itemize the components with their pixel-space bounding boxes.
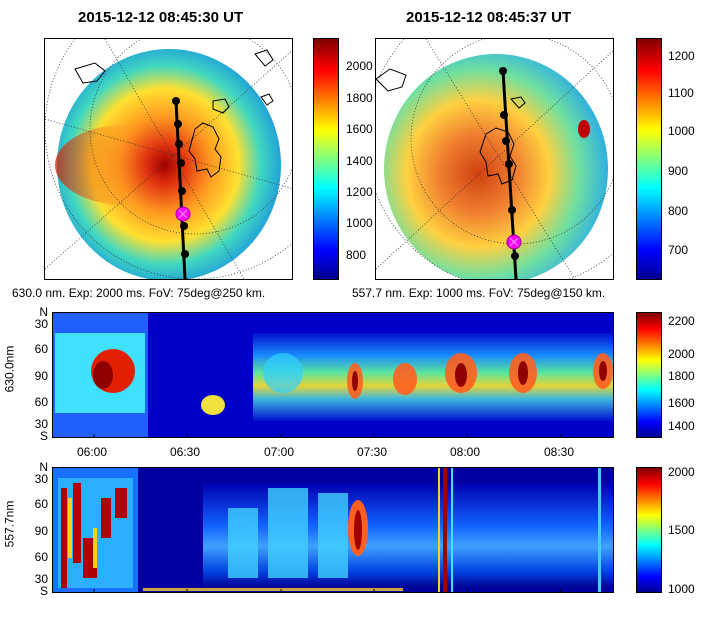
ytick: S [39, 429, 48, 443]
colorbar-tick: 800 [668, 204, 689, 218]
colorbar-557-image-ticks: 1200 1100 1000 900 800 700 [668, 38, 708, 280]
keogram-630 [52, 312, 614, 438]
colorbar-tick: 700 [668, 243, 689, 257]
ytick: 60 [34, 342, 48, 356]
colorbar-tick: 1800 [668, 369, 695, 383]
time-tick: 08:30 [544, 445, 575, 459]
colorbar-630-image-ticks: 2000 1800 1600 1400 1200 1000 800 [346, 38, 386, 280]
ytick: 60 [34, 550, 48, 564]
keogram-630-ylabel: 630.0nm [2, 345, 17, 393]
allsky-caption-630: 630.0 nm. Exp: 2000 ms. FoV: 75deg@250 k… [12, 286, 266, 300]
allsky-image-630 [44, 38, 293, 280]
keogram-557-yticks: N 30 60 90 60 30 S [26, 460, 50, 598]
ytick: 90 [34, 524, 48, 538]
ytick: 60 [34, 497, 48, 511]
colorbar-tick: 1600 [668, 396, 695, 410]
time-tick: 07:30 [357, 445, 388, 459]
ytick: 30 [34, 317, 48, 331]
colorbar-tick: 800 [346, 248, 367, 262]
ytick: 90 [34, 369, 48, 383]
keogram-630-yticks: N 30 60 90 60 30 S [26, 305, 50, 443]
allsky-caption-557: 557.7 nm. Exp: 1000 ms. FoV: 75deg@150 k… [352, 286, 606, 300]
time-tick: 06:00 [77, 445, 108, 459]
colorbar-tick: 1400 [668, 419, 695, 433]
colorbar-tick: 1600 [346, 122, 373, 136]
colorbar-557-image [636, 38, 662, 280]
colorbar-tick: 1200 [668, 49, 695, 63]
ytick: N [39, 460, 48, 474]
colorbar-tick: 2000 [346, 59, 373, 73]
ytick: S [39, 584, 48, 598]
colorbar-keogram-630-ticks: 2200 2000 1800 1600 1400 [668, 312, 713, 438]
ytick: 30 [34, 572, 48, 586]
colorbar-keogram-557-ticks: 2000 1500 1000 [668, 465, 713, 596]
time-tick: 08:00 [450, 445, 481, 459]
colorbar-tick: 1000 [346, 216, 373, 230]
colorbar-630-image [313, 38, 339, 280]
colorbar-tick: 1000 [668, 124, 695, 138]
ytick: 30 [34, 472, 48, 486]
keogram-557 [52, 467, 614, 593]
colorbar-tick: 1100 [668, 86, 694, 100]
colorbar-tick: 1200 [346, 185, 373, 199]
time-tick: 07:00 [264, 445, 295, 459]
time-axis: 06:00 06:30 07:00 07:30 08:00 08:30 [52, 445, 614, 461]
colorbar-tick: 2200 [668, 314, 695, 328]
colorbar-tick: 1500 [668, 523, 695, 537]
ytick: 60 [34, 395, 48, 409]
colorbar-tick: 2000 [668, 465, 695, 479]
allsky-title-557: 2015-12-12 08:45:37 UT [406, 9, 572, 26]
colorbar-tick: 900 [668, 164, 689, 178]
time-tick: 06:30 [170, 445, 201, 459]
colorbar-tick: 1400 [346, 154, 373, 168]
allsky-title-630: 2015-12-12 08:45:30 UT [78, 9, 244, 26]
colorbar-keogram-557 [636, 467, 662, 593]
colorbar-tick: 1800 [346, 91, 373, 105]
colorbar-keogram-630 [636, 312, 662, 438]
allsky-image-557 [375, 38, 614, 280]
colorbar-tick: 1000 [668, 582, 695, 596]
keogram-557-ylabel: 557.7nm [2, 500, 17, 548]
colorbar-tick: 2000 [668, 347, 695, 361]
ytick: 30 [34, 417, 48, 431]
ytick: N [39, 305, 48, 319]
